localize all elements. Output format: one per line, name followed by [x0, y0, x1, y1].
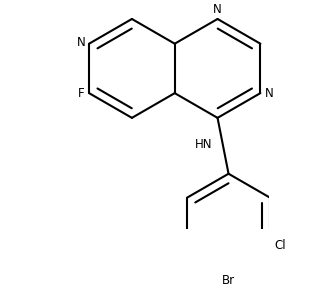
- Text: Cl: Cl: [274, 239, 286, 252]
- Text: N: N: [265, 87, 273, 100]
- Text: F: F: [77, 87, 84, 100]
- Text: N: N: [213, 3, 222, 16]
- Text: N: N: [77, 36, 86, 49]
- Text: HN: HN: [195, 138, 212, 151]
- Text: Br: Br: [222, 273, 235, 287]
